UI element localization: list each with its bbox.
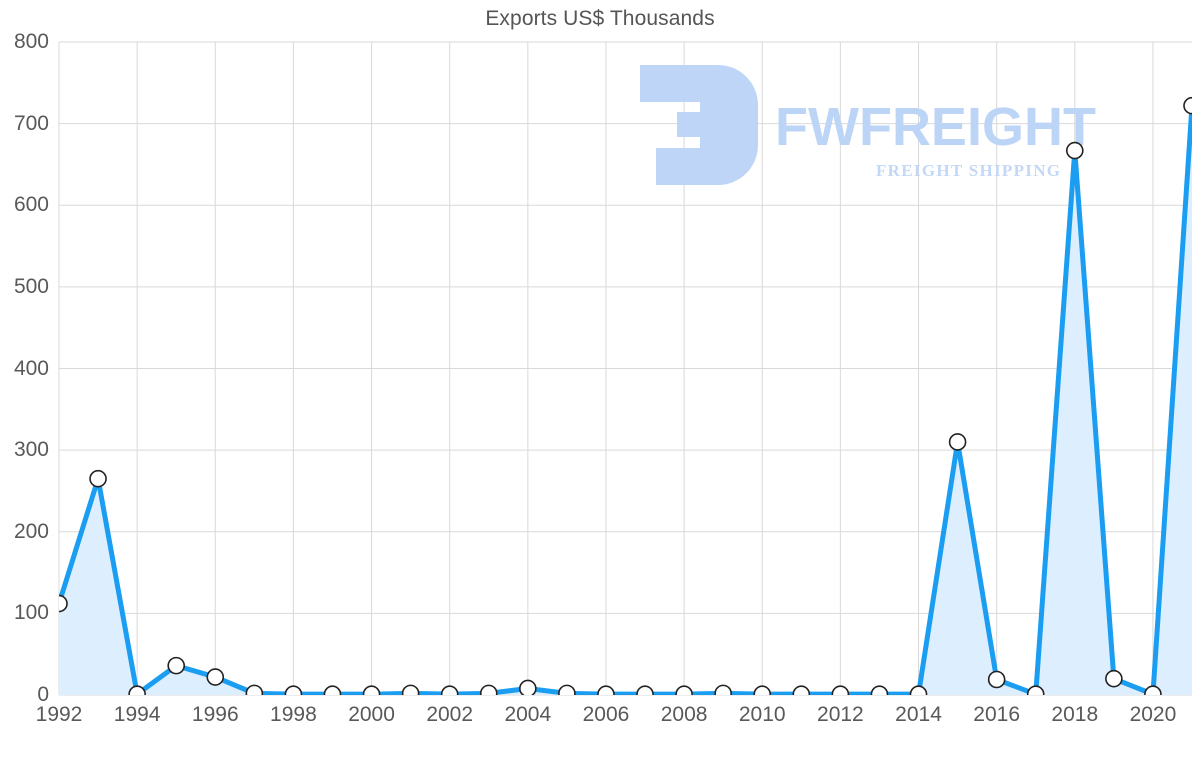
y-axis-tick-label: 500 [13,274,49,298]
data-point-marker[interactable] [519,679,537,695]
data-point-marker[interactable] [1144,685,1162,695]
data-point-marker[interactable] [558,684,576,695]
x-axis-tick-label: 2002 [426,703,474,726]
data-point-marker[interactable] [1026,685,1045,695]
x-axis-tick-label: 2008 [660,703,708,726]
y-axis-tick-label: 200 [13,519,49,543]
plot-area [59,96,1192,695]
x-axis-tick-label: 1994 [113,703,161,726]
data-point-marker[interactable] [128,685,146,695]
data-point-marker[interactable] [206,668,225,686]
data-point-marker[interactable] [167,656,186,675]
data-point-marker[interactable] [597,685,615,695]
data-point-marker[interactable] [479,684,498,695]
x-axis-tick-label: 2004 [504,703,552,726]
data-point-marker[interactable] [675,685,693,695]
data-point-marker[interactable] [987,670,1006,689]
data-point-marker[interactable] [440,685,459,695]
data-point-marker[interactable] [753,685,772,695]
y-axis-tick-label: 0 [37,683,49,706]
data-point-marker[interactable] [1065,141,1084,160]
x-axis-tick-label: 2000 [348,703,395,726]
data-point-marker[interactable] [89,469,107,488]
series-line [59,103,1192,695]
x-axis-tick-label: 2010 [738,703,786,726]
data-point-marker[interactable] [909,685,928,695]
data-point-marker[interactable] [870,685,889,695]
x-axis-tick-label: 1996 [191,703,239,726]
data-point-marker[interactable] [948,433,967,451]
y-axis-tick-label: 800 [13,30,49,53]
x-axis-tick-label: 2018 [1051,703,1099,726]
x-axis-tick-label: 2012 [817,703,864,726]
x-axis-tick-label: 2014 [895,703,942,726]
x-axis-tick-label: 2020 [1129,703,1177,726]
data-point-marker[interactable] [59,594,68,613]
data-point-marker[interactable] [831,685,850,695]
data-point-marker[interactable] [636,685,654,695]
y-axis-tick-label: 400 [13,356,49,380]
chart-title: Exports US$ Thousands [485,7,715,30]
x-axis-tick-label: 2006 [582,703,630,726]
y-axis-tick-label: 300 [13,438,49,462]
x-axis-tick-label: 1998 [270,703,317,726]
data-point-marker[interactable] [245,684,264,695]
data-point-marker[interactable] [401,684,420,695]
series-markers [59,96,1192,695]
y-axis-tick-label: 100 [13,601,49,625]
x-axis-tick-label: 2016 [973,703,1020,726]
data-point-marker[interactable] [792,685,811,695]
y-axis-tick-label: 600 [13,193,49,217]
data-point-marker[interactable] [323,685,342,695]
data-point-marker[interactable] [1105,669,1123,688]
data-point-marker[interactable] [362,685,381,695]
series-area-fill [59,105,1192,695]
y-axis-tick-label: 700 [13,111,49,135]
data-point-marker[interactable] [1183,96,1192,115]
data-point-marker[interactable] [714,684,732,695]
data-point-marker[interactable] [284,685,303,695]
x-axis-tick-label: 1992 [35,703,83,726]
